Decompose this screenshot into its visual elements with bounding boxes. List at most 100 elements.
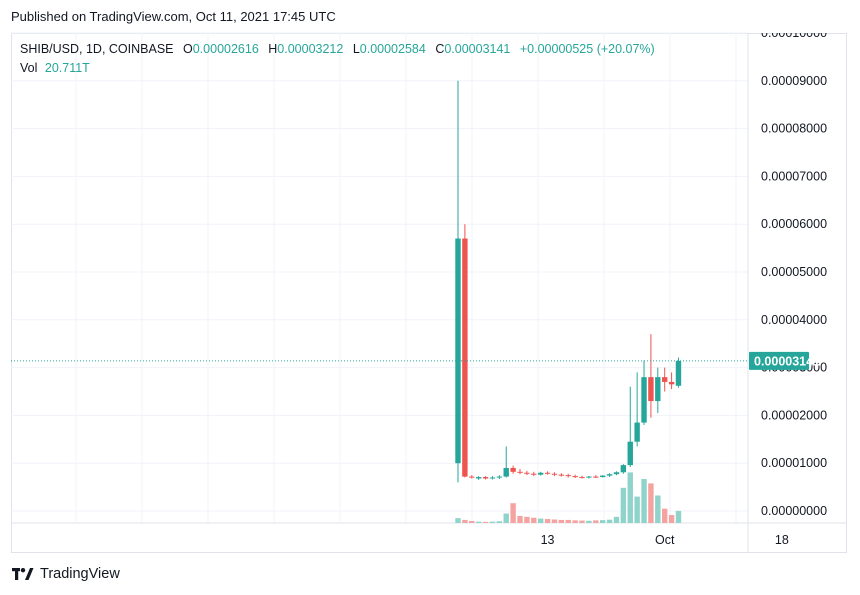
volume-bars <box>455 472 682 523</box>
candle-body <box>482 477 489 479</box>
legend-high-label: H <box>268 42 278 56</box>
candle-body <box>455 238 461 464</box>
volume-bar <box>475 521 482 523</box>
volume-bar <box>531 517 537 523</box>
volume-bar <box>510 503 516 523</box>
price-tick-label: 0.00006000 <box>761 217 827 231</box>
legend-open-value: 0.00002616 <box>192 42 259 56</box>
candle-body <box>586 476 592 478</box>
legend-vol-label: Vol <box>20 61 38 75</box>
legend-low-value: 0.00002584 <box>359 42 426 56</box>
volume-bar <box>537 518 544 523</box>
volume-bar <box>586 520 592 523</box>
time-tick-label: 18 <box>775 533 789 547</box>
candle-body <box>517 471 523 473</box>
volume-bar <box>579 520 585 523</box>
volume-bar <box>517 515 523 523</box>
candle-body <box>489 477 496 479</box>
candle-body <box>599 475 606 478</box>
candles <box>455 80 682 483</box>
candle-body <box>551 473 558 475</box>
legend-close-value: 0.00003141 <box>444 42 511 56</box>
volume-bar <box>662 508 668 523</box>
price-tick-label: 0.00002000 <box>761 408 827 422</box>
candle-body <box>668 381 675 385</box>
volume-bar <box>489 521 496 523</box>
volume-bar <box>551 519 558 523</box>
candle-body <box>627 441 633 466</box>
volume-bar <box>482 521 489 523</box>
candle-body <box>620 465 627 473</box>
candle-body <box>469 476 475 478</box>
candle-body <box>531 473 537 475</box>
volume-bar <box>455 518 461 523</box>
candle-body <box>606 474 613 476</box>
price-tick-label: 0.00005000 <box>761 265 827 279</box>
legend-volume-row: Vol 20.711T <box>20 59 655 78</box>
candle-body <box>675 360 682 386</box>
volume-bar <box>613 516 620 523</box>
candle-body <box>462 238 468 477</box>
legend: SHIB/USD, 1D, COINBASE O0.00002616 H0.00… <box>20 40 655 78</box>
last-price-label: 0.00003141 <box>754 354 820 368</box>
candle-body <box>496 476 503 478</box>
volume-bar <box>655 495 661 523</box>
volume-bar <box>496 521 503 523</box>
volume-bar <box>675 510 682 523</box>
grid-lines <box>11 32 847 553</box>
price-tick-label: 0.00001000 <box>761 456 827 470</box>
candle-body <box>593 476 599 478</box>
tradingview-footer[interactable]: TradingView <box>12 566 120 582</box>
volume-bar <box>572 520 578 523</box>
candlestick-chart[interactable]: 0.000000000.000010000.000020000.00003000… <box>0 0 860 560</box>
volume-bar <box>627 472 633 523</box>
volume-bar <box>469 521 475 523</box>
axis-clip-mask <box>749 0 860 33</box>
legend-low-label: L <box>352 42 360 56</box>
candle-body <box>641 377 647 423</box>
candle-body <box>475 477 482 479</box>
volume-bar <box>565 519 571 523</box>
price-tick-label: 0.00000000 <box>761 504 827 518</box>
volume-bar <box>503 513 509 523</box>
candle-body <box>648 377 654 402</box>
candle-body <box>655 377 661 402</box>
volume-bar <box>593 520 599 523</box>
candle-body <box>544 472 551 474</box>
time-tick-label-month: Oct <box>655 533 675 547</box>
volume-bar <box>524 516 530 523</box>
volume-bar <box>668 515 675 523</box>
published-caption: Published on TradingView.com, Oct 11, 20… <box>11 9 336 24</box>
volume-bar <box>606 519 613 523</box>
legend-symbol: SHIB/USD, 1D, COINBASE <box>20 42 174 56</box>
tradingview-brand: TradingView <box>40 566 120 582</box>
last-price-tag <box>749 351 809 370</box>
candle-body <box>634 422 640 442</box>
candle-body <box>510 467 516 472</box>
volume-bar <box>648 483 654 523</box>
volume-bar <box>641 479 647 523</box>
last-price-marker: 0.00003141 <box>11 351 820 370</box>
time-tick-label: 13 <box>541 533 555 547</box>
candle-body <box>613 472 620 475</box>
candle-body <box>524 472 530 474</box>
candle-body <box>572 476 578 478</box>
volume-bar <box>462 519 468 523</box>
time-axis: 13 Oct 18 <box>541 533 789 547</box>
candle-body <box>537 472 544 475</box>
volume-bar <box>558 519 565 523</box>
tradingview-logo-icon <box>12 568 34 580</box>
candle-body <box>662 377 668 382</box>
volume-bar <box>634 496 640 523</box>
volume-bar <box>620 487 627 523</box>
price-tick-label: 0.00009000 <box>761 74 827 88</box>
legend-high-value: 0.00003212 <box>277 42 344 56</box>
price-tick-label: 0.00007000 <box>761 169 827 183</box>
legend-change-value: +0.00000525 (+20.07%) <box>519 42 655 56</box>
candle-body <box>565 475 571 477</box>
legend-close-label: C <box>435 42 445 56</box>
legend-ohlc-row: SHIB/USD, 1D, COINBASE O0.00002616 H0.00… <box>20 40 655 59</box>
candle-body <box>558 474 565 476</box>
price-tick-label: 0.00004000 <box>761 313 827 327</box>
candle-body <box>579 477 585 479</box>
